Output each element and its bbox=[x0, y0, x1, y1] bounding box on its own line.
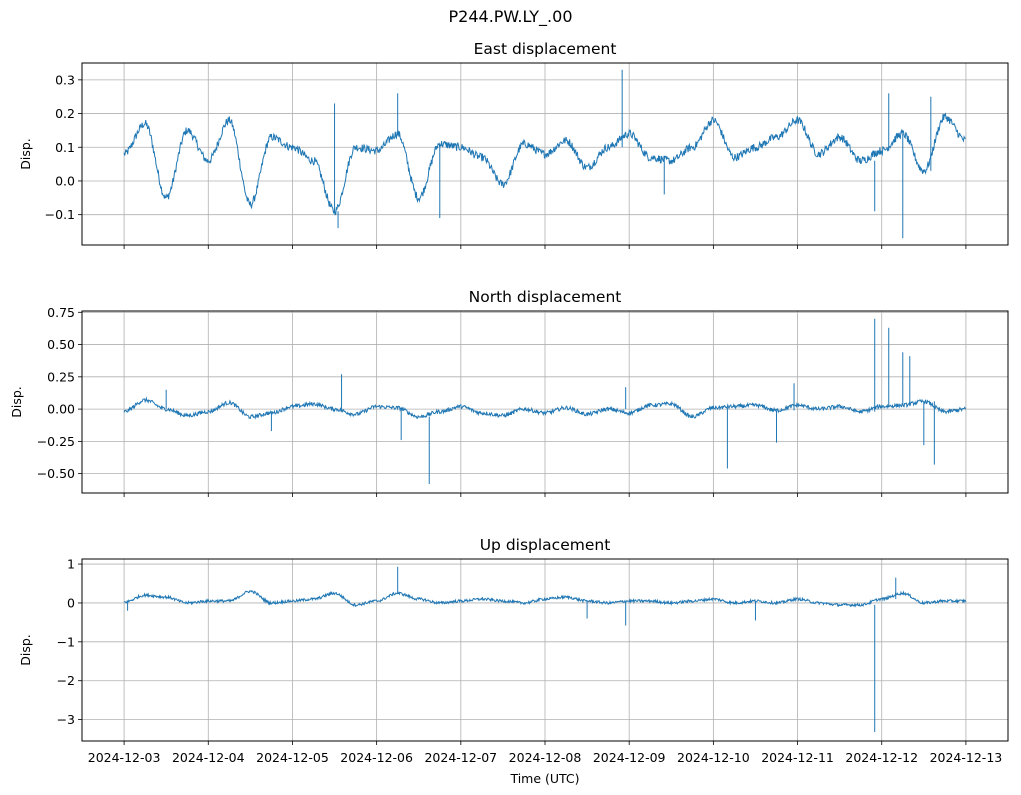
y-tick-label: −3 bbox=[57, 712, 75, 727]
series-line bbox=[123, 396, 967, 420]
x-tick-label: 2024-12-13 bbox=[930, 750, 1003, 765]
y-tick-label: 0.75 bbox=[47, 305, 75, 320]
x-axis-label: Time (UTC) bbox=[509, 771, 579, 786]
y-tick-label: −0.1 bbox=[45, 207, 75, 222]
y-axis-label: Disp. bbox=[9, 386, 24, 418]
y-tick-label: 0.1 bbox=[55, 140, 75, 155]
y-axis-label: Disp. bbox=[18, 138, 33, 170]
x-tick-label: 2024-12-09 bbox=[593, 750, 666, 765]
panel-0: −0.1 0.0 0.1 0.2 0.3 East displacement Disp. bbox=[18, 40, 1009, 249]
y-tick-label: 1 bbox=[67, 557, 75, 572]
series-line bbox=[123, 589, 967, 608]
y-tick-label: 0.2 bbox=[55, 106, 75, 121]
x-tick-label: 2024-12-08 bbox=[509, 750, 582, 765]
x-tick-label: 2024-12-06 bbox=[340, 750, 413, 765]
y-tick-label: −0.50 bbox=[37, 466, 75, 481]
figure-title: P244.PW.LY_.00 bbox=[448, 7, 573, 26]
x-tick-label: 2024-12-11 bbox=[761, 750, 834, 765]
x-tick-label: 2024-12-07 bbox=[424, 750, 497, 765]
y-tick-label: −2 bbox=[57, 673, 75, 688]
y-tick-label: 0.50 bbox=[47, 337, 75, 352]
y-tick-label: 0.00 bbox=[47, 402, 75, 417]
y-tick-label: 0.25 bbox=[47, 369, 75, 384]
x-tick-label: 2024-12-10 bbox=[677, 750, 750, 765]
y-axis-label: Disp. bbox=[18, 634, 33, 666]
x-tick-label: 2024-12-03 bbox=[88, 750, 161, 765]
y-tick-label: −0.25 bbox=[37, 434, 75, 449]
panel-2: −3 −2 −1 0 1 Up displacement Disp. 2024-12-03 20… bbox=[18, 536, 1009, 786]
series-line bbox=[123, 112, 966, 216]
x-tick-label: 2024-12-12 bbox=[845, 750, 918, 765]
y-tick-label: 0.0 bbox=[55, 173, 75, 188]
panel-title: East displacement bbox=[474, 40, 617, 58]
y-tick-label: −1 bbox=[57, 634, 75, 649]
panel-1: −0.50 −0.25 0.00 0.25 0.50 0.75 North displace… bbox=[9, 288, 1009, 497]
y-tick-label: 0.3 bbox=[55, 72, 75, 87]
panel-title: North displacement bbox=[469, 288, 622, 306]
panel-title: Up displacement bbox=[480, 536, 611, 554]
x-tick-label: 2024-12-05 bbox=[256, 750, 329, 765]
x-tick-label: 2024-12-04 bbox=[172, 750, 245, 765]
y-tick-label: 0 bbox=[67, 595, 75, 610]
